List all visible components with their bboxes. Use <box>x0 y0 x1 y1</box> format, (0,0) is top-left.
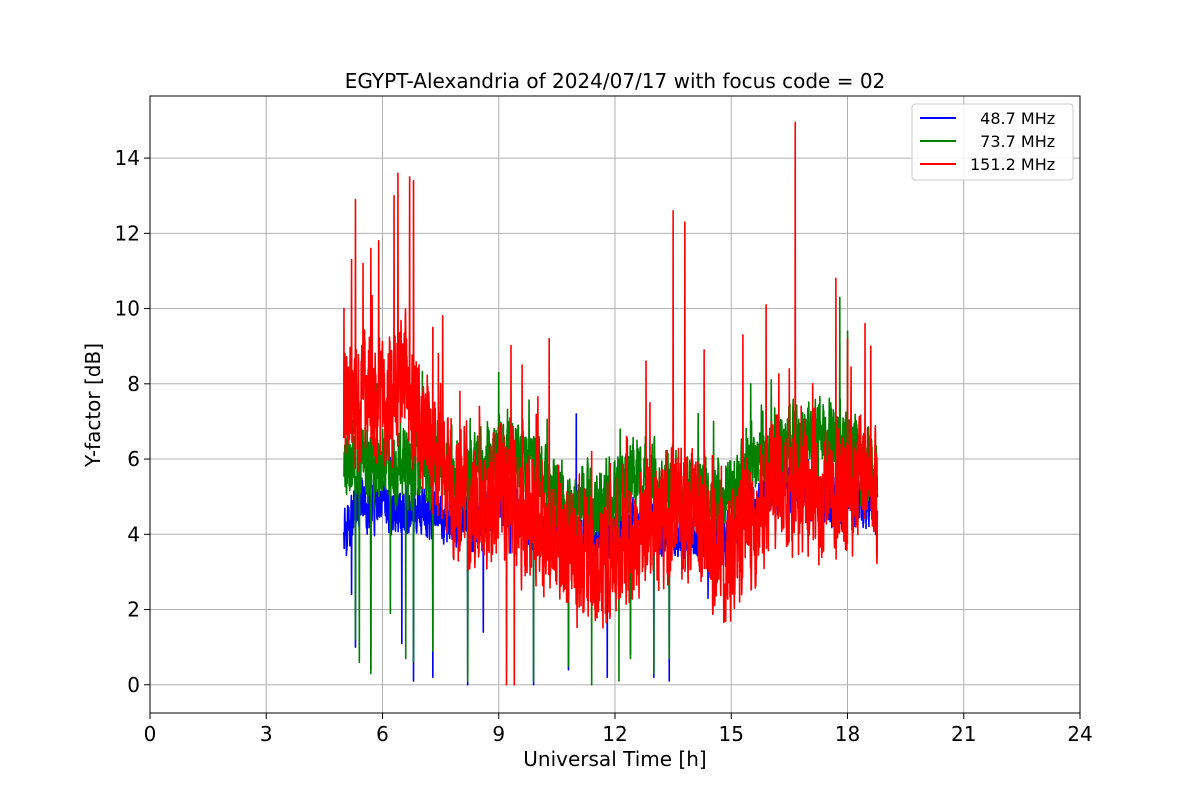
y-tick-label: 4 <box>127 522 140 546</box>
legend-box <box>911 103 1074 181</box>
legend-label: 48.7 MHz <box>970 109 1055 128</box>
x-tick-label: 3 <box>260 722 273 746</box>
legend: 48.7 MHz 73.7 MHz 151.2 MHz <box>911 103 1074 181</box>
x-tick-label: 18 <box>835 722 860 746</box>
series-layer <box>342 121 879 686</box>
x-tick-label: 9 <box>492 722 505 746</box>
x-tick-label: 12 <box>602 722 627 746</box>
y-tick-label: 8 <box>127 372 140 396</box>
y-tick-label: 6 <box>127 447 140 471</box>
y-axis-label: Y-factor [dB] <box>81 343 105 468</box>
x-tick-label: 6 <box>376 722 389 746</box>
x-tick-label: 0 <box>144 722 157 746</box>
legend-label: 151.2 MHz <box>970 155 1055 174</box>
legend-label: 73.7 MHz <box>970 132 1055 151</box>
y-tick-label: 10 <box>115 297 140 321</box>
y-tick-label: 14 <box>115 146 140 170</box>
x-tick-label: 21 <box>951 722 976 746</box>
x-tick-label: 24 <box>1067 722 1092 746</box>
y-tick-label: 2 <box>127 598 140 622</box>
x-tick-label: 15 <box>719 722 744 746</box>
chart-title: EGYPT-Alexandria of 2024/07/17 with focu… <box>345 69 886 93</box>
series-line-3 <box>342 121 879 686</box>
y-tick-label: 0 <box>127 673 140 697</box>
y-tick-label: 12 <box>115 221 140 245</box>
x-axis-label: Universal Time [h] <box>523 747 706 771</box>
